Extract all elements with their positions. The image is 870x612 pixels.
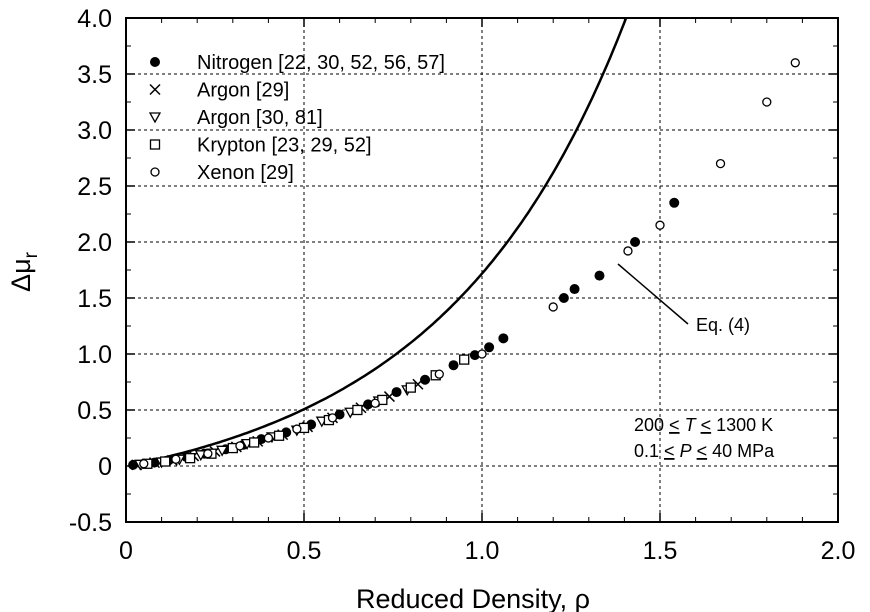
- y-tick-label: 2.0: [77, 229, 112, 257]
- data-point-series-0: [420, 374, 431, 385]
- data-point-series-4: [171, 454, 181, 464]
- legend-label-4: Xenon [29]: [197, 162, 294, 184]
- data-point-series-2: [194, 450, 207, 462]
- legend-label-2: Argon [30, 81]: [197, 107, 323, 129]
- y-tick-label: 2.5: [77, 173, 112, 201]
- legend-marker-2: [148, 112, 162, 124]
- y-tick-label: 1.0: [77, 341, 112, 369]
- condition-temperature: 200 < T < 1300 K: [634, 415, 773, 435]
- data-point-series-0: [128, 459, 139, 470]
- y-tick-label: 0.5: [77, 397, 112, 425]
- legend: Nitrogen [22, 30, 52, 56, 57] Argon [29] A…: [148, 52, 445, 184]
- data-point-series-4: [139, 459, 149, 469]
- data-point-series-0: [484, 342, 495, 353]
- eq-label: Eq. (4): [696, 315, 750, 335]
- data-point-series-3: [249, 437, 260, 448]
- data-point-series-3: [459, 354, 470, 365]
- data-point-series-4: [762, 97, 772, 107]
- data-point-series-4: [548, 302, 558, 312]
- data-point-series-4: [327, 413, 338, 423]
- data-point-series-4: [623, 246, 633, 256]
- x-axis-title: Reduced Density, ρ: [356, 584, 590, 612]
- data-point-series-0: [363, 399, 374, 410]
- data-point-series-0: [669, 197, 680, 208]
- y-tick-label: 3.0: [77, 117, 112, 145]
- data-point-series-0: [498, 333, 509, 344]
- data-point-series-4: [203, 449, 213, 459]
- legend-marker-3: [149, 139, 161, 150]
- data-point-series-4: [715, 158, 726, 169]
- eq-leader-line: [617, 263, 689, 325]
- data-point-series-0: [448, 360, 459, 371]
- x-tick-label: 2.0: [821, 537, 856, 565]
- legend-label-3: Krypton [23, 29, 52]: [197, 135, 372, 157]
- data-point-series-0: [558, 293, 569, 303]
- data-point-series-3: [273, 430, 285, 441]
- data-point-series-4: [434, 369, 444, 379]
- x-tick-label: 1.5: [643, 537, 678, 565]
- y-tick-label: 3.5: [77, 61, 112, 89]
- data-point-series-4: [235, 441, 245, 451]
- data-point-series-3: [160, 456, 171, 467]
- data-point-series-3: [184, 453, 196, 464]
- data-points: [128, 58, 800, 471]
- data-point-series-0: [391, 387, 402, 398]
- y-tick-label: -0.5: [69, 509, 112, 537]
- data-point-series-4: [370, 398, 380, 408]
- fit-curve: [132, 18, 628, 466]
- y-tick-label: 1.5: [77, 285, 112, 313]
- data-point-series-2: [216, 445, 229, 457]
- data-point-series-4: [790, 58, 800, 68]
- y-tick-label: 4.0: [77, 5, 112, 33]
- data-point-series-0: [334, 409, 345, 420]
- condition-pressure: 0.1 < P < 40 MPa: [634, 441, 775, 461]
- data-point-series-0: [469, 350, 480, 361]
- y-axis-title: Δμr: [6, 251, 42, 292]
- legend-marker-1: [149, 83, 161, 96]
- legend-marker-0: [150, 57, 160, 67]
- data-point-series-0: [630, 237, 641, 247]
- fit-curve-layer: [132, 18, 628, 466]
- ticks: 0 0.5 1.0 1.5 2.0-0.500.51.01.52.02.53.03.54…: [69, 5, 855, 565]
- y-tick-label: 0: [98, 453, 112, 481]
- data-point-series-4: [655, 220, 665, 230]
- data-point-series-4: [477, 349, 487, 359]
- data-point-series-0: [594, 270, 605, 281]
- data-point-series-4: [263, 433, 274, 443]
- x-tick-label: 0.5: [287, 537, 322, 565]
- x-tick-label: 0: [119, 537, 133, 565]
- data-point-series-4: [292, 424, 302, 434]
- legend-label-0: Nitrogen [22, 30, 52, 56, 57]: [197, 52, 445, 74]
- data-point-series-3: [405, 382, 416, 393]
- legend-marker-4: [150, 167, 160, 177]
- data-point-series-0: [569, 284, 580, 295]
- x-tick-label: 1.0: [465, 537, 500, 565]
- data-point-series-3: [352, 404, 363, 416]
- legend-label-1: Argon [29]: [197, 80, 289, 102]
